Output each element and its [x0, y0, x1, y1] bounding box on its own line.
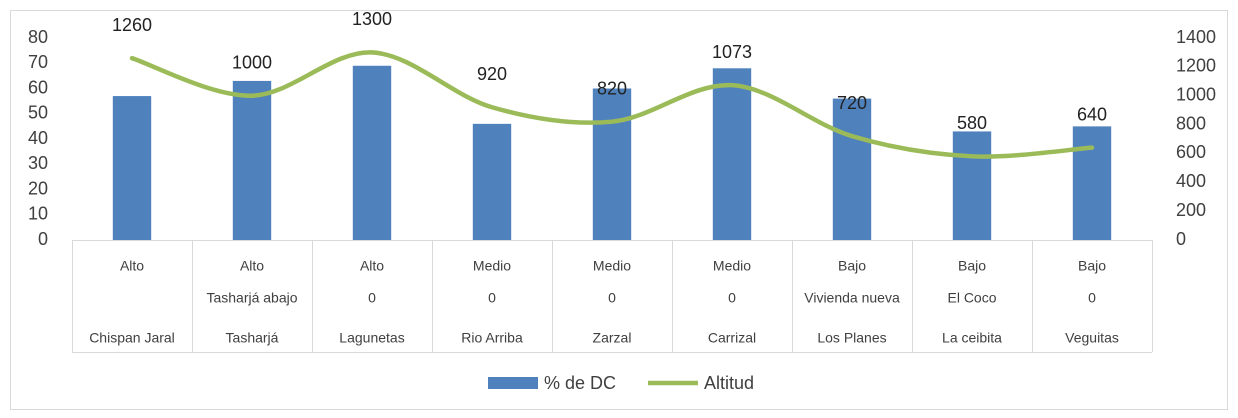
category-level1: Alto: [360, 258, 384, 274]
data-label: 1000: [232, 52, 272, 72]
x-tick-label: La ceibita: [942, 330, 1002, 346]
category-level1: Alto: [240, 258, 264, 274]
x-tick-label: Tasharjá: [226, 330, 279, 346]
x-tick-label: Rio Arriba: [461, 330, 523, 346]
category-level1: Bajo: [1078, 258, 1106, 274]
y-tick-label: 10: [28, 204, 48, 224]
bar: [232, 80, 272, 240]
y-tick-label: 60: [28, 77, 48, 97]
bar: [952, 131, 992, 240]
line: [129, 50, 1095, 159]
y2-tick-label: 600: [1176, 142, 1206, 162]
bar: [832, 98, 872, 240]
legend-label: % de DC: [544, 373, 616, 393]
x-tick-label: Veguitas: [1065, 330, 1119, 346]
y2-tick-label: 400: [1176, 171, 1206, 191]
y2-tick-label: 0: [1176, 229, 1186, 249]
data-label: 1073: [712, 42, 752, 62]
y-tick-label: 80: [28, 27, 48, 47]
data-label: 820: [597, 78, 627, 98]
category-level1: Bajo: [838, 258, 866, 274]
category-level2: Vivienda nueva: [804, 290, 900, 306]
y2-tick-label: 1200: [1176, 56, 1216, 76]
bar: [472, 123, 512, 240]
data-label: 920: [477, 64, 507, 84]
x-tick-label: Zarzal: [593, 330, 632, 346]
data-label: 1260: [112, 15, 152, 35]
category-level1: Medio: [593, 258, 631, 274]
data-label: 1300: [352, 9, 392, 29]
bar: [592, 88, 632, 240]
y-tick-label: 30: [28, 153, 48, 173]
y2-tick-label: 1000: [1176, 84, 1216, 104]
category-level2: 0: [368, 290, 376, 306]
bar: [112, 96, 152, 240]
category-level1: Alto: [120, 258, 144, 274]
category-level1: Medio: [473, 258, 511, 274]
data-label: 580: [957, 113, 987, 133]
y-tick-label: 20: [28, 178, 48, 198]
bar: [1072, 126, 1112, 240]
data-label: 720: [837, 93, 867, 113]
bar: [712, 68, 752, 240]
category-level2: 0: [488, 290, 496, 306]
category-level1: Medio: [713, 258, 751, 274]
y2-tick-label: 800: [1176, 113, 1206, 133]
category-level1: Bajo: [958, 258, 986, 274]
y2-tick-label: 200: [1176, 200, 1206, 220]
x-tick-label: Carrizal: [708, 330, 756, 346]
y-tick-label: 0: [38, 229, 48, 249]
category-level2: Tasharjá abajo: [206, 290, 297, 306]
y-tick-label: 50: [28, 103, 48, 123]
x-tick-label: Los Planes: [817, 330, 886, 346]
legend-swatch: [488, 377, 538, 389]
x-tick-label: Lagunetas: [339, 330, 404, 346]
category-level2: 0: [1088, 290, 1096, 306]
category-level2: 0: [728, 290, 736, 306]
data-label: 640: [1077, 104, 1107, 124]
category-level2: 0: [608, 290, 616, 306]
category-level2: El Coco: [947, 290, 996, 306]
y2-tick-label: 1400: [1176, 27, 1216, 47]
y-tick-label: 40: [28, 128, 48, 148]
x-tick-label: Chispan Jaral: [89, 330, 175, 346]
y-tick-label: 70: [28, 52, 48, 72]
bar: [352, 65, 392, 241]
legend-label: Altitud: [704, 373, 754, 393]
